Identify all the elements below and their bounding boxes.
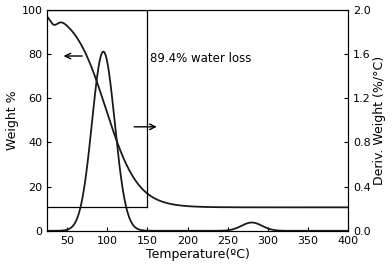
Y-axis label: Deriv. Weight (%/°C): Deriv. Weight (%/°C) <box>374 56 387 185</box>
X-axis label: Temperature(ºC): Temperature(ºC) <box>146 249 250 261</box>
Text: 89.4% water loss: 89.4% water loss <box>150 52 251 65</box>
Y-axis label: Weight %: Weight % <box>5 90 18 150</box>
